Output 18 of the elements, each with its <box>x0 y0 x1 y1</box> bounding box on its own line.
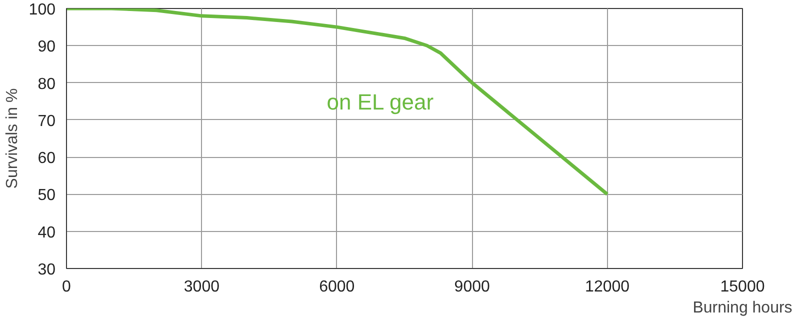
y-tick-label: 40 <box>38 224 56 242</box>
y-tick-label: 80 <box>38 76 56 93</box>
x-axis-title: Burning hours <box>692 300 792 316</box>
y-tick-label: 50 <box>38 187 56 204</box>
series-label: on EL gear <box>326 90 434 115</box>
y-tick-label: 70 <box>38 112 56 130</box>
y-tick-label: 90 <box>38 38 56 56</box>
y-tick-label: 100 <box>28 2 56 18</box>
y-tick-label: 60 <box>38 150 56 168</box>
x-tick-label: 6000 <box>319 278 355 296</box>
x-tick-label: 12000 <box>585 278 630 296</box>
y-tick-label: 30 <box>38 262 56 278</box>
x-tick-label: 15000 <box>720 278 765 296</box>
y-axis-title: Survivals in % <box>4 88 21 189</box>
x-tick-label: 3000 <box>184 278 220 296</box>
x-tick-label: 9000 <box>454 278 490 296</box>
line-series <box>66 8 610 196</box>
x-tick-label: 0 <box>62 278 72 296</box>
